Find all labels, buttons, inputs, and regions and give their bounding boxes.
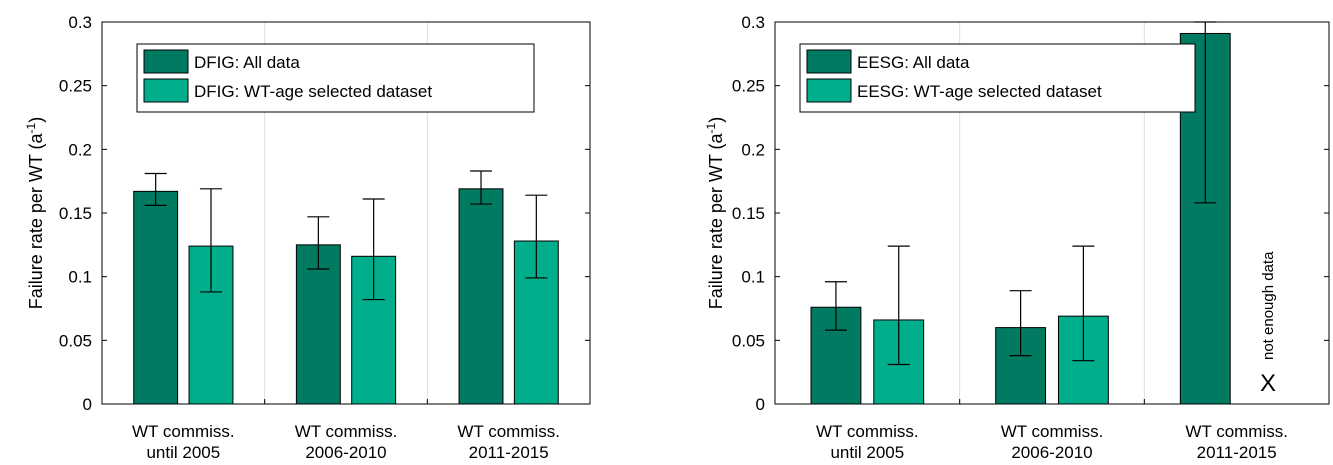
- x-tick-label: 2006-2010: [305, 443, 386, 462]
- y-axis-title-end: ): [26, 117, 46, 123]
- y-tick-label: 0: [83, 395, 92, 414]
- legend-swatch: [806, 49, 852, 74]
- bar: [295, 244, 341, 405]
- y-tick-label: 0.2: [741, 140, 765, 159]
- x-tick-label: WT commiss.: [457, 422, 560, 441]
- chart-panel-1: 0 0.05 0.1 0.15 0.2 0.25 0.3 WT commiss. until 2…: [24, 13, 591, 462]
- y-tick-label: 0.1: [741, 268, 765, 287]
- y-tick-label: 0.25: [59, 77, 92, 96]
- bar: [458, 188, 504, 405]
- y-tick-label: 0.25: [732, 77, 765, 96]
- legend-box: [136, 43, 535, 113]
- y-tick-label: 0: [756, 395, 765, 414]
- legend-swatch: [806, 78, 852, 103]
- y-axis-title-main: Failure rate per WT (a: [706, 132, 726, 309]
- legend-label: DFIG: WT-age selected dataset: [194, 82, 432, 101]
- legend-swatch: [143, 49, 189, 74]
- not-enough-data-note: not enough data: [1260, 251, 1277, 360]
- y-axis-title-end: ): [706, 117, 726, 123]
- y-axis-title-superscript: -1: [704, 122, 718, 133]
- legend-swatch: [143, 78, 189, 103]
- y-tick-label: 0.2: [68, 140, 92, 159]
- x-tick-label: 2006-2010: [1011, 443, 1092, 462]
- x-tick-label: WT commiss.: [132, 422, 235, 441]
- legend-label: EESG: All data: [857, 53, 970, 72]
- x-tick-label: WT commiss.: [1185, 422, 1288, 441]
- y-tick-label: 0.15: [59, 204, 92, 223]
- y-tick-label: 0.1: [68, 268, 92, 287]
- x-tick-label: WT commiss.: [1001, 422, 1104, 441]
- y-axis-title: Failure rate per WT (a-1): [704, 117, 726, 309]
- x-tick-label: until 2005: [830, 443, 904, 462]
- not-enough-data-marker: X: [1260, 370, 1276, 397]
- y-tick-label: 0.3: [741, 13, 765, 32]
- y-axis-title-superscript: -1: [24, 122, 38, 133]
- x-tick-label: 2011-2015: [469, 443, 549, 462]
- x-tick-label: 2011-2015: [1197, 443, 1277, 462]
- x-tick-label: WT commiss.: [816, 422, 919, 441]
- y-axis-title: Failure rate per WT (a-1): [24, 117, 46, 309]
- y-tick-label: 0.3: [68, 13, 92, 32]
- x-tick-label: WT commiss.: [295, 422, 398, 441]
- y-tick-label: 0.05: [59, 331, 92, 350]
- x-tick-label: until 2005: [146, 443, 220, 462]
- legend-label: DFIG: All data: [194, 53, 300, 72]
- y-axis-title-main: Failure rate per WT (a: [26, 132, 46, 309]
- legend-box: [799, 43, 1196, 113]
- bar: [133, 190, 179, 405]
- legend-label: EESG: WT-age selected dataset: [857, 82, 1102, 101]
- y-tick-label: 0.15: [732, 204, 765, 223]
- y-tick-label: 0.05: [732, 331, 765, 350]
